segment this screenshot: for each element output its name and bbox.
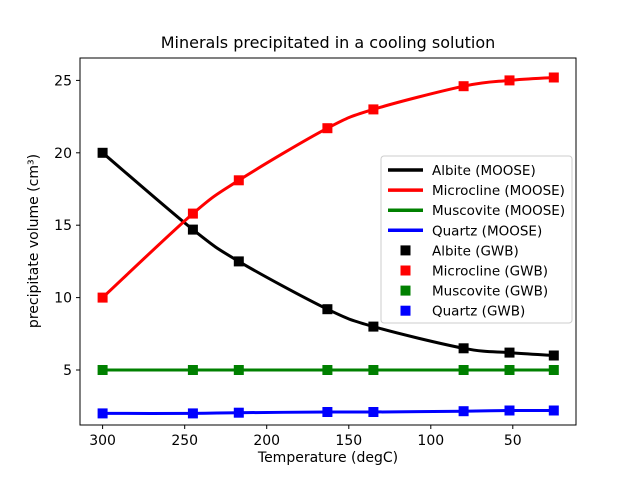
series-marker-muscovite-gwb: [322, 365, 333, 375]
x-axis-label: Temperature (degC): [257, 450, 398, 466]
legend-entry-label: Albite (GWB): [432, 243, 519, 259]
series-marker-muscovite-gwb: [97, 365, 108, 375]
y-axis-label: precipitate volume (cm³): [26, 154, 42, 328]
series-marker-quartz-gwb: [548, 405, 559, 416]
legend-marker-sample-muscovite-gwb: [400, 285, 411, 296]
y-tick-label: 5: [63, 363, 72, 379]
chart-title: Minerals precipitated in a cooling solut…: [161, 33, 496, 52]
legend-entry-label: Microcline (MOOSE): [432, 183, 565, 199]
series-group: [97, 72, 559, 419]
x-tick-label: 150: [335, 433, 362, 449]
series-marker-albite-gwb: [504, 347, 515, 358]
series-marker-muscovite-gwb: [233, 365, 244, 375]
y-tick-label: 20: [54, 146, 72, 162]
series-marker-quartz-gwb: [233, 407, 244, 418]
series-marker-microcline-gwb: [548, 72, 559, 83]
series-marker-muscovite-gwb: [548, 365, 559, 375]
series-marker-quartz-gwb: [458, 406, 469, 417]
x-tick-label: 200: [253, 433, 280, 449]
series-marker-microcline-gwb: [504, 75, 515, 86]
series-marker-albite-gwb: [97, 147, 108, 158]
x-tick-label: 300: [89, 433, 116, 449]
legend-entry-label: Muscovite (GWB): [432, 284, 548, 300]
y-tick-label: 25: [54, 73, 72, 89]
series-marker-microcline-gwb: [458, 81, 469, 92]
ticks-group: 300 250 200 150 100 50 5 10 15 20 25: [54, 73, 522, 449]
legend-entry-label: Quartz (MOOSE): [432, 223, 542, 239]
legend: Albite (MOOSE) Microcline (MOOSE) Muscovit…: [380, 155, 573, 324]
series-marker-albite-gwb: [233, 256, 244, 267]
x-tick-label: 50: [504, 433, 522, 449]
legend-box: [380, 155, 573, 324]
series-marker-microcline-gwb: [322, 123, 333, 134]
legend-marker-sample-microcline-gwb: [400, 265, 411, 276]
series-marker-muscovite-gwb: [187, 365, 198, 375]
series-marker-muscovite-gwb: [458, 365, 469, 375]
series-marker-quartz-gwb: [187, 408, 198, 419]
x-tick-label: 250: [171, 433, 198, 449]
series-marker-microcline-gwb: [187, 208, 198, 219]
x-tick-label: 100: [417, 433, 444, 449]
y-tick-label: 10: [54, 291, 72, 307]
series-marker-muscovite-gwb: [368, 365, 379, 375]
series-marker-muscovite-gwb: [504, 365, 515, 375]
series-marker-albite-gwb: [187, 224, 198, 235]
legend-marker-sample-quartz-gwb: [400, 305, 411, 316]
series-marker-quartz-gwb: [97, 408, 108, 419]
series-marker-microcline-gwb: [233, 175, 244, 186]
legend-entry-label: Microcline (GWB): [432, 264, 548, 280]
series-marker-albite-gwb: [548, 350, 559, 361]
plot-frame: [79, 57, 577, 426]
series-marker-albite-gwb: [458, 343, 469, 354]
legend-entry-label: Albite (MOOSE): [432, 163, 536, 179]
y-tick-label: 15: [54, 218, 72, 234]
legend-marker-sample-albite-gwb: [400, 245, 411, 256]
legend-entry-label: Muscovite (MOOSE): [432, 203, 565, 219]
series-marker-quartz-gwb: [504, 405, 515, 416]
series-marker-microcline-gwb: [97, 292, 108, 303]
series-marker-quartz-gwb: [322, 407, 333, 417]
legend-entry-label: Quartz (GWB): [432, 304, 525, 320]
series-marker-albite-gwb: [368, 321, 379, 332]
series-marker-quartz-gwb: [368, 407, 379, 417]
series-marker-albite-gwb: [322, 304, 333, 315]
series-marker-microcline-gwb: [368, 104, 379, 115]
